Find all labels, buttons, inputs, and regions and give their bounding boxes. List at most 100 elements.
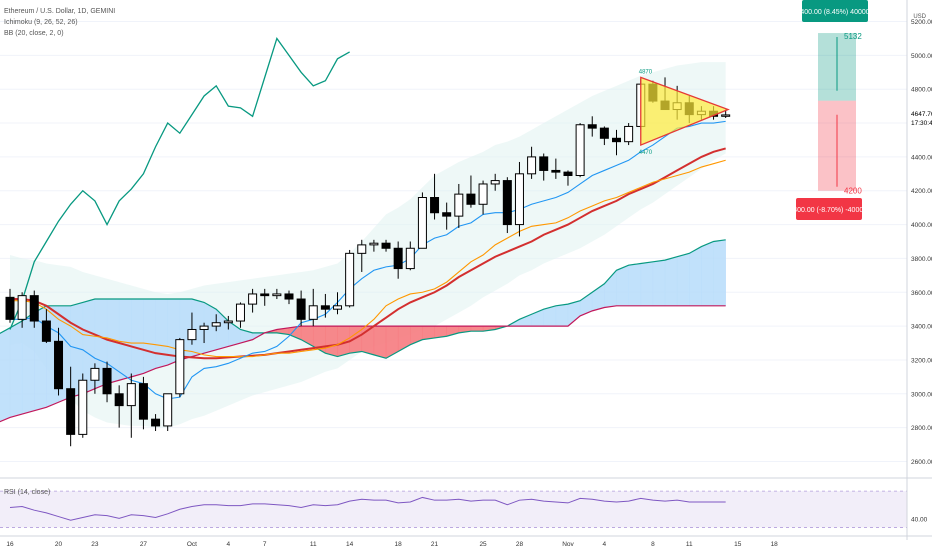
time-tick-label: 18 <box>771 541 779 548</box>
price-tick-label: 3600.00 <box>911 290 932 297</box>
time-tick-label: 16 <box>6 541 14 548</box>
time-tick-label: 15 <box>734 541 742 548</box>
candle <box>187 328 197 341</box>
candle <box>333 305 343 310</box>
triangle-bottom-label: 4470 <box>639 150 653 156</box>
candle <box>539 156 549 171</box>
cloud-segment <box>664 256 678 307</box>
candle <box>454 193 464 217</box>
rsi-line <box>9 496 726 521</box>
lagging-span <box>9 37 350 330</box>
legend-bb[interactable]: BB (20, close, 2, 0) <box>4 30 64 37</box>
candles <box>5 77 731 447</box>
cloud-segment <box>604 269 617 308</box>
candle <box>296 298 306 320</box>
time-tick-label: 11 <box>686 541 693 548</box>
loss-badge <box>796 198 862 220</box>
price-tick-label: 4200.00 <box>911 188 932 195</box>
time-tick-label: 21 <box>431 541 439 548</box>
candle <box>90 367 100 381</box>
candle <box>430 197 440 214</box>
candle <box>320 305 330 310</box>
candle <box>272 293 282 297</box>
time-tick-label: 4 <box>227 541 231 548</box>
candle <box>612 137 621 143</box>
price-tick-label: 5000.00 <box>911 53 932 60</box>
cloud-segment <box>118 298 132 381</box>
cloud-segment <box>373 325 387 359</box>
cloud-segment <box>325 325 338 357</box>
price-tick-label: 3800.00 <box>911 256 932 263</box>
time-tick-label: 20 <box>55 541 63 548</box>
triangle-pattern: 4870 4470 <box>639 69 730 156</box>
candle <box>248 293 258 305</box>
currency-label: USD <box>913 14 926 20</box>
candle <box>721 114 731 117</box>
cloud-segment <box>713 239 726 307</box>
candle <box>78 379 88 435</box>
candle <box>102 367 112 395</box>
long-position-tool[interactable]: 5132 4200 400.00 (8.45%) 40000 -400.00 (-8.… <box>791 0 870 220</box>
candle <box>284 293 294 300</box>
price-tick-label: 2800.00 <box>911 425 932 432</box>
candle <box>563 171 573 177</box>
time-tick-label: 8 <box>651 541 655 548</box>
time-axis[interactable]: 16 20 23 27 Oct 4 7 11 14 18 21 25 28 Nov 4 8 11 15 18 <box>0 535 932 548</box>
candle <box>17 295 27 320</box>
time-tick-label: 23 <box>91 541 99 548</box>
candle <box>308 305 318 320</box>
candle <box>223 320 233 324</box>
rsi-tick-label: 40.00 <box>911 516 928 523</box>
cloud-segment <box>155 298 168 369</box>
time-tick-label: 11 <box>310 541 317 548</box>
cloud-segment <box>567 300 581 327</box>
legend-symbol[interactable]: Ethereum / U.S. Dollar, 1D, GEMINI <box>4 8 116 15</box>
candle <box>599 127 609 139</box>
bb-basis-line <box>10 147 726 360</box>
candle <box>502 180 512 226</box>
leading-span-a <box>0 239 726 359</box>
rsi-legend[interactable]: RSI (14, close) <box>4 489 51 496</box>
candle <box>442 212 452 217</box>
time-tick-label: Nov <box>562 541 574 548</box>
cloud-segment <box>470 325 484 332</box>
candle <box>114 393 124 407</box>
candle <box>527 156 537 175</box>
cloud-segment <box>701 241 714 307</box>
cloud-segment <box>519 313 532 327</box>
last-price-label: 4647.76 <box>911 111 932 118</box>
candle <box>369 242 379 246</box>
price-tick-label: 3400.00 <box>911 324 932 331</box>
cloud-segment <box>0 327 11 422</box>
last-price-box <box>908 107 932 130</box>
time-tick-label: Oct <box>187 541 197 548</box>
profit-badge <box>802 0 868 22</box>
price-tick-label: 4400.00 <box>911 154 932 161</box>
candle <box>417 197 427 249</box>
candle <box>260 293 270 297</box>
stop-label: 4200 <box>844 187 862 196</box>
rsi-band <box>0 491 907 528</box>
cloud-segment <box>9 320 23 418</box>
cloud-segment <box>143 298 156 374</box>
candle <box>393 247 403 270</box>
triangle-shape <box>640 76 730 147</box>
candle <box>54 340 64 390</box>
cloud-segment <box>640 261 654 307</box>
time-tick-label: 27 <box>140 541 148 548</box>
cloud-segment <box>21 311 35 415</box>
price-tick-label: 3200.00 <box>911 357 932 364</box>
profit-badge-text: 400.00 (8.45%) 40000 <box>800 9 869 16</box>
time-tick-label: 28 <box>516 541 524 548</box>
cloud-segment <box>555 303 569 327</box>
price-axis[interactable]: USD5200.005000.004800.004600.004400.0042… <box>906 0 932 540</box>
candle <box>163 393 173 427</box>
candle <box>29 295 39 322</box>
countdown-label: 17:30:40 <box>911 120 932 127</box>
candle <box>587 124 597 129</box>
candle <box>41 320 51 342</box>
legend-ichimoku[interactable]: Ichimoku (9, 26, 52, 26) <box>4 19 78 26</box>
price-tick-label: 2600.00 <box>911 459 932 466</box>
candle <box>199 325 209 330</box>
